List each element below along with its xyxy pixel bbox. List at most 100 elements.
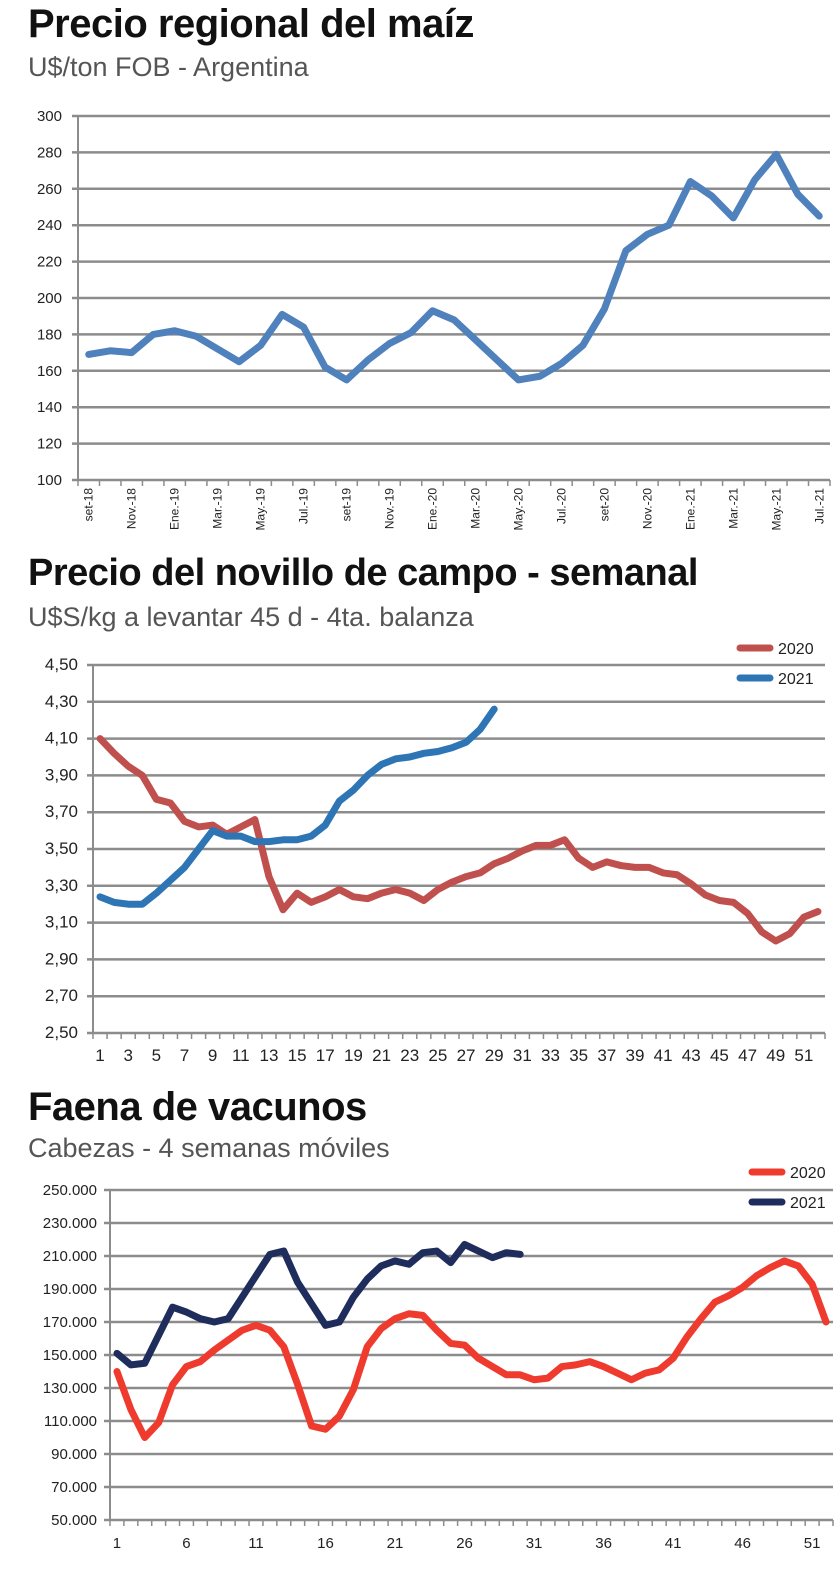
legend-label-2021: 2021 xyxy=(778,671,814,688)
y-tick-label: 3,50 xyxy=(45,839,78,858)
x-tick-label: 15 xyxy=(288,1046,307,1065)
x-tick-label: Ene.-20 xyxy=(426,488,440,530)
x-tick-label: 11 xyxy=(232,1046,250,1065)
x-tick-label: set-18 xyxy=(82,488,96,522)
chart2-subtitle: U$S/kg a levantar 45 d - 4ta. balanza xyxy=(28,602,474,632)
legend-label-2020: 2020 xyxy=(790,1165,826,1182)
y-tick-label: 130.000 xyxy=(43,1380,97,1397)
x-tick-label: 39 xyxy=(626,1046,645,1065)
x-tick-label: 46 xyxy=(734,1535,751,1552)
y-tick-label: 90.000 xyxy=(51,1446,97,1463)
chart3-title: Faena de vacunos xyxy=(28,1085,367,1129)
y-tick-label: 4,50 xyxy=(45,655,78,674)
x-tick-label: 26 xyxy=(456,1535,473,1552)
x-tick-label: 11 xyxy=(248,1535,264,1552)
y-tick-label: 220 xyxy=(37,254,62,271)
x-tick-label: 3 xyxy=(123,1046,132,1065)
x-tick-label: 7 xyxy=(180,1046,189,1065)
y-tick-label: 3,10 xyxy=(45,913,78,932)
y-tick-label: 190.000 xyxy=(43,1281,97,1298)
y-tick-label: 300 xyxy=(37,108,62,125)
y-tick-label: 230.000 xyxy=(43,1215,97,1232)
x-tick-label: Jul.-19 xyxy=(297,488,311,524)
x-tick-label: 36 xyxy=(595,1535,612,1552)
chart3-subtitle: Cabezas - 4 semanas móviles xyxy=(28,1133,390,1163)
x-tick-label: 21 xyxy=(372,1046,391,1065)
y-tick-label: 210.000 xyxy=(43,1248,97,1265)
y-tick-label: 3,90 xyxy=(45,765,78,784)
y-tick-label: 260 xyxy=(37,181,62,198)
y-tick-label: 120 xyxy=(37,436,62,453)
x-tick-label: Jul.-21 xyxy=(812,488,826,524)
x-tick-label: 33 xyxy=(541,1046,560,1065)
chart1-subtitle: U$/ton FOB - Argentina xyxy=(28,52,309,82)
x-tick-label: 43 xyxy=(682,1046,701,1065)
x-tick-label: 51 xyxy=(794,1046,813,1065)
x-tick-label: 41 xyxy=(665,1535,682,1552)
x-tick-label: set-19 xyxy=(340,488,354,522)
y-tick-label: 50.000 xyxy=(51,1512,97,1529)
x-tick-label: 49 xyxy=(766,1046,785,1065)
y-tick-label: 180 xyxy=(37,326,62,343)
y-tick-label: 170.000 xyxy=(43,1314,97,1331)
x-tick-label: 9 xyxy=(208,1046,217,1065)
x-tick-label: Mar.-21 xyxy=(726,488,740,529)
series-line-2020 xyxy=(113,1257,830,1441)
y-tick-label: 160 xyxy=(37,363,62,380)
x-tick-label: 51 xyxy=(804,1535,821,1552)
chart1-title: Precio regional del maíz xyxy=(28,2,474,46)
x-tick-label: May.-19 xyxy=(254,488,268,531)
chart2-title: Precio del novillo de campo - semanal xyxy=(28,552,698,594)
y-tick-label: 4,10 xyxy=(45,729,78,748)
x-tick-label: 13 xyxy=(260,1046,279,1065)
x-tick-label: 1 xyxy=(95,1046,104,1065)
x-tick-label: 19 xyxy=(344,1046,363,1065)
x-tick-label: 45 xyxy=(710,1046,729,1065)
maiz-price-chart: 100 120 140 160 180 200 220 240 260 280 300 set-18 N… xyxy=(37,108,831,531)
x-tick-label: 6 xyxy=(182,1535,190,1552)
legend-label-2021: 2021 xyxy=(790,1195,826,1212)
y-tick-label: 70.000 xyxy=(51,1479,97,1496)
x-tick-label: 27 xyxy=(457,1046,476,1065)
x-tick-label: Nov.-20 xyxy=(640,488,654,529)
x-tick-label: Nov.-19 xyxy=(383,488,397,529)
y-tick-label: 280 xyxy=(37,144,62,161)
x-tick-label: Nov.-18 xyxy=(125,488,139,529)
y-tick-label: 100 xyxy=(37,472,62,489)
faena-chart: 50.000 70.000 90.000 110.000 130.000 150.000 1… xyxy=(43,1165,834,1552)
y-tick-label: 3,30 xyxy=(45,876,78,895)
y-tick-label: 2,90 xyxy=(45,949,78,968)
novillo-price-chart: 2,50 2,70 2,90 3,10 3,30 3,50 3,70 3,90 4,10 4,30… xyxy=(45,641,826,1065)
x-tick-label: 17 xyxy=(316,1046,335,1065)
y-tick-label: 150.000 xyxy=(43,1347,97,1364)
y-tick-label: 140 xyxy=(37,399,62,416)
x-tick-label: 37 xyxy=(597,1046,616,1065)
y-tick-label: 2,70 xyxy=(45,986,78,1005)
x-tick-label: 25 xyxy=(428,1046,447,1065)
x-tick-label: 29 xyxy=(485,1046,504,1065)
x-tick-label: Ene.-21 xyxy=(683,488,697,530)
x-tick-label: Mar.-20 xyxy=(468,488,482,529)
x-tick-label: 35 xyxy=(569,1046,588,1065)
x-tick-label: 47 xyxy=(738,1046,757,1065)
y-tick-label: 110.000 xyxy=(44,1413,97,1430)
x-tick-label: 23 xyxy=(400,1046,419,1065)
x-tick-label: 21 xyxy=(387,1535,404,1552)
x-tick-label: Ene.-19 xyxy=(168,488,182,530)
y-tick-label: 3,70 xyxy=(45,802,78,821)
series-line-2021 xyxy=(113,1240,524,1369)
x-tick-label: May.-20 xyxy=(511,488,525,531)
x-tick-label: Mar.-19 xyxy=(211,488,225,529)
x-tick-label: 31 xyxy=(526,1535,543,1552)
y-tick-label: 250.000 xyxy=(43,1182,97,1199)
y-tick-label: 240 xyxy=(37,217,62,234)
x-tick-label: 41 xyxy=(654,1046,673,1065)
x-tick-label: Jul.-20 xyxy=(554,488,568,524)
y-tick-label: 4,30 xyxy=(45,692,78,711)
x-tick-label: 5 xyxy=(152,1046,161,1065)
x-tick-label: 31 xyxy=(513,1046,532,1065)
x-tick-label: 16 xyxy=(317,1535,334,1552)
y-tick-label: 200 xyxy=(37,290,62,307)
x-tick-label: May.-21 xyxy=(769,488,783,531)
legend-label-2020: 2020 xyxy=(778,641,814,658)
